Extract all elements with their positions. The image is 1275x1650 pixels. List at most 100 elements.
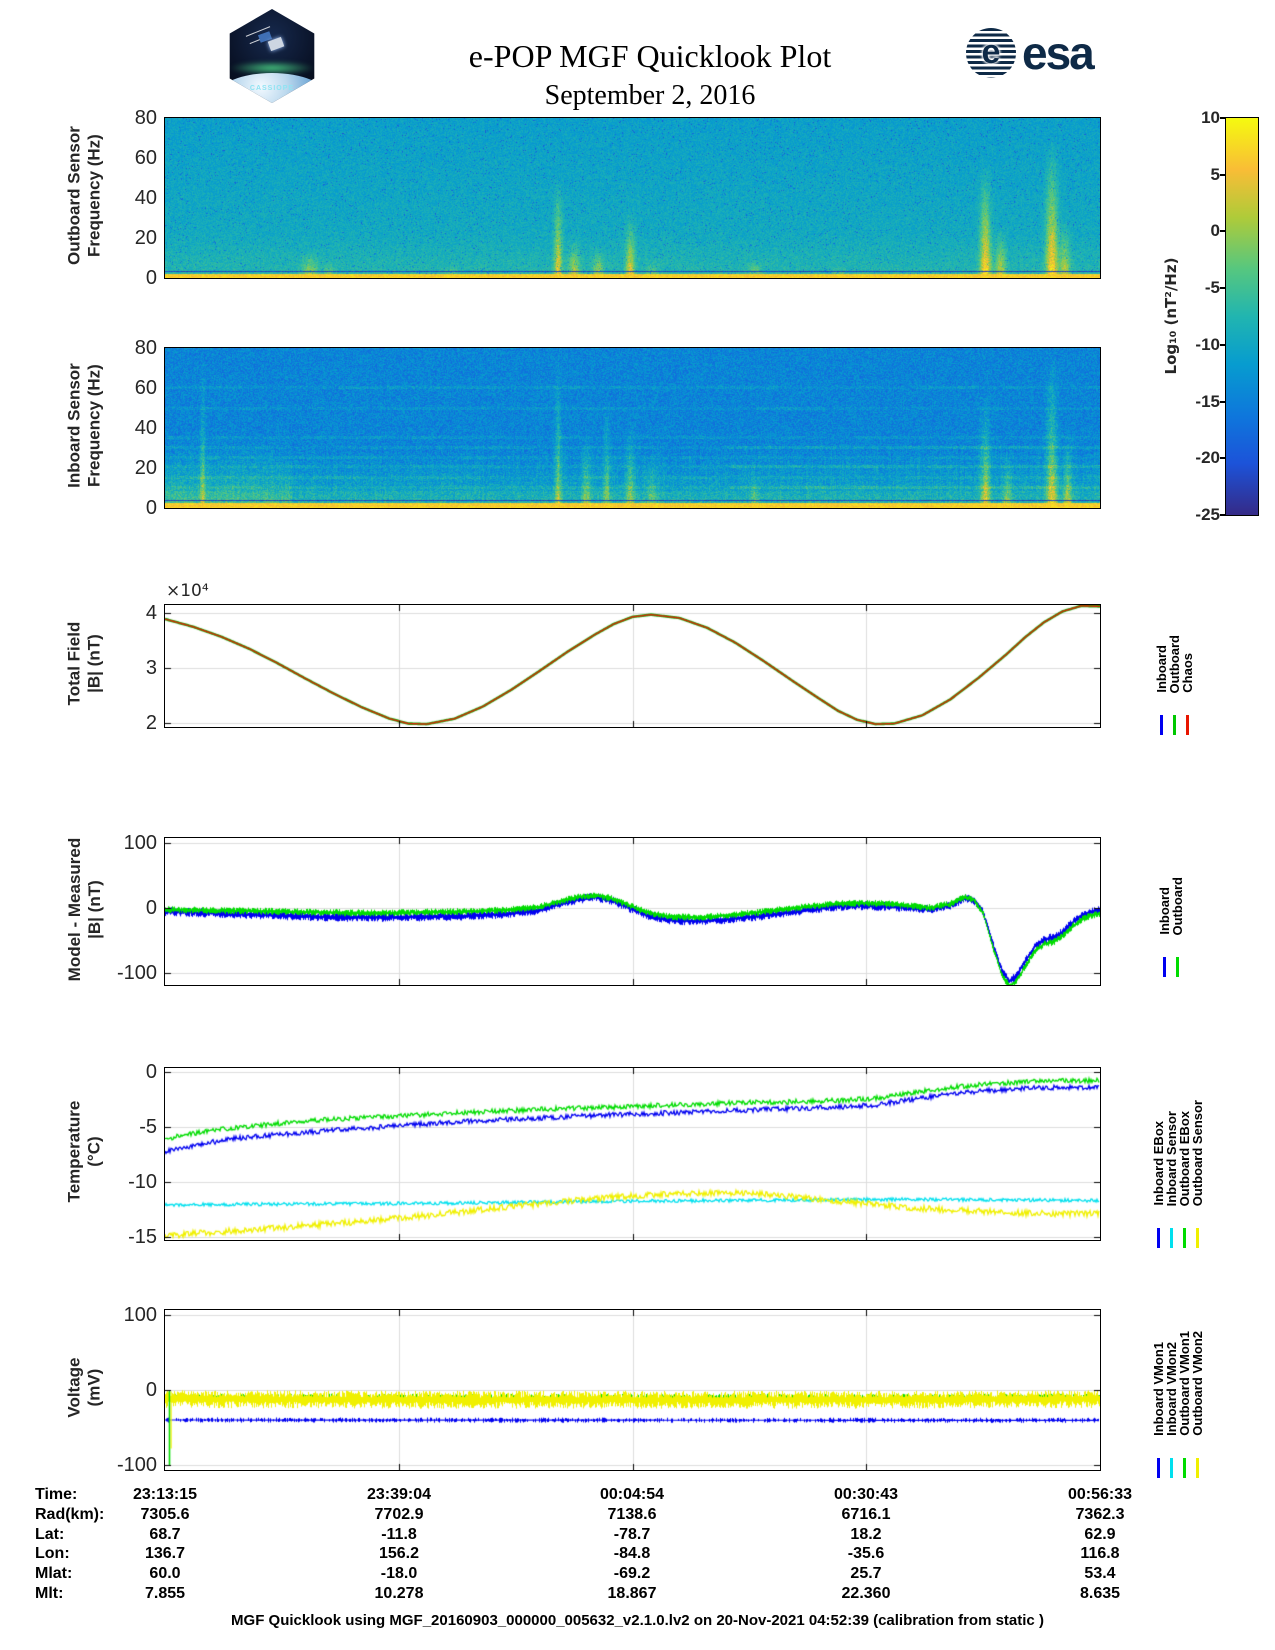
table-cell: -35.6 <box>847 1545 885 1563</box>
table-cell: 00:04:54 <box>599 1486 665 1503</box>
table-cell: 62.9 <box>1084 1525 1116 1543</box>
table-cell: 10.278 <box>374 1585 424 1602</box>
legend: Inboard VMon1 Inboard VMon2 Outboard VMon1… <box>1151 1308 1205 1436</box>
y-tick-label: 0 <box>145 1379 157 1401</box>
table-cell: -69.2 <box>613 1565 651 1583</box>
table-cell: 23:39:04 <box>366 1486 432 1503</box>
y-tick-label: 60 <box>134 147 157 169</box>
table-cell: -11.8 <box>381 1525 417 1543</box>
inboard-spectrogram-ylabel: Inboard Sensor Frequency (Hz) <box>64 346 103 506</box>
table-cell: 68.7 <box>149 1525 181 1543</box>
cassiope-logo-label: CASSIOPE <box>249 85 295 92</box>
y-tick-label: 40 <box>134 187 157 209</box>
colorbar-tick-mark <box>1220 173 1226 176</box>
legend: Inboard Outboard <box>1157 807 1185 936</box>
table-cell: 53.4 <box>1084 1565 1116 1583</box>
table-cell: 7138.6 <box>607 1505 657 1523</box>
inboard-spectrogram-plot <box>164 347 1101 509</box>
table-cell: 7702.9 <box>374 1505 424 1523</box>
y-tick-label: -5 <box>139 1115 157 1138</box>
ylabel-line1: Inboard Sensor <box>64 363 84 488</box>
legend-line-sample <box>1173 715 1176 735</box>
colorbar-tick-mark <box>1220 117 1226 119</box>
table-cell: 22.360 <box>841 1585 891 1602</box>
ylabel-line1: Model - Measured <box>64 837 84 981</box>
legend-line-sample <box>1157 1458 1160 1478</box>
footer-caption: MGF Quicklook using MGF_20160903_000000_… <box>231 1612 1044 1629</box>
colorbar-tick-label: -5 <box>1204 278 1220 298</box>
temperature-ylabel: Temperature (°C) <box>64 1066 103 1238</box>
colorbar-tick-label: 10 <box>1201 108 1220 127</box>
page-subtitle: September 2, 2016 <box>544 80 756 111</box>
colorbar-tick-label: -25 <box>1195 505 1220 524</box>
y-tick-label: 0 <box>145 267 157 289</box>
table-cell: -78.7 <box>613 1525 651 1543</box>
table-cell: -84.8 <box>613 1545 651 1563</box>
y-tick-label: 80 <box>134 337 157 359</box>
legend-line-sample <box>1183 1458 1186 1478</box>
voltage-plot <box>164 1309 1101 1471</box>
y-tick-label: 3 <box>145 657 157 679</box>
legend-line-sample <box>1176 957 1179 977</box>
y-tick-label: 0 <box>145 497 157 519</box>
table-cell: -18.0 <box>380 1565 418 1583</box>
y-tick-label: 20 <box>134 227 157 249</box>
table-row-label: Mlat: <box>35 1565 73 1583</box>
table-cell: 7305.6 <box>140 1505 190 1523</box>
legend-line-sample <box>1160 715 1163 735</box>
table-cell: 23:13:15 <box>132 1486 198 1503</box>
y-tick-label: 4 <box>145 602 157 624</box>
table-cell: 00:56:33 <box>1067 1486 1133 1503</box>
y-tick-label: 2 <box>145 712 157 734</box>
total-field-ylabel: Total Field |B| (nT) <box>64 603 103 725</box>
model-measured-plot <box>164 837 1101 986</box>
y-tick-label: 100 <box>123 1304 157 1327</box>
colorbar-tick-label: -15 <box>1195 391 1220 411</box>
y-tick-label: -15 <box>128 1225 157 1248</box>
ylabel-line2: |B| (nT) <box>84 879 103 939</box>
axis-scale-factor: ×10⁴ <box>166 581 209 601</box>
y-tick-label: -10 <box>128 1170 157 1193</box>
y-tick-label: 40 <box>134 417 157 439</box>
legend-line-sample <box>1196 1228 1199 1248</box>
outboard-spectrogram-plot <box>164 117 1101 279</box>
legend-line-sample <box>1170 1228 1173 1248</box>
table-cell: 7362.3 <box>1075 1505 1125 1523</box>
table-cell: 116.8 <box>1080 1545 1120 1563</box>
table-row-label: Mlt: <box>35 1585 64 1602</box>
table-cell: 7.855 <box>144 1585 186 1602</box>
legend-line-sample <box>1157 1228 1160 1248</box>
temperature-plot <box>164 1067 1101 1241</box>
ylabel-line2: |B| (nT) <box>84 634 103 693</box>
legend: Inboard Outboard Chaos <box>1154 565 1195 694</box>
colorbar-tick-mark <box>1220 230 1226 233</box>
colorbar-tick-label: 0 <box>1210 221 1220 241</box>
table-cell: 136.7 <box>144 1545 186 1563</box>
esa-globe-letter: e <box>981 33 1001 71</box>
colorbar-tick-label: -10 <box>1195 334 1220 354</box>
legend-label: Chaos <box>1180 653 1195 693</box>
legend-line-sample <box>1196 1458 1199 1478</box>
legend-line-sample <box>1163 957 1166 977</box>
legend-label: Outboard VMon2 <box>1190 1331 1205 1436</box>
y-tick-label: 0 <box>145 897 157 920</box>
y-tick-label: 20 <box>134 457 157 479</box>
table-cell: 60.0 <box>149 1565 181 1583</box>
total-field-plot <box>164 604 1101 728</box>
table-row-label: Lon: <box>35 1545 70 1563</box>
colorbar-tick-mark <box>1220 287 1226 290</box>
y-tick-label: 80 <box>134 107 157 129</box>
y-tick-label: -100 <box>116 1453 157 1476</box>
esa-logo-text: esa <box>1022 27 1095 79</box>
ylabel-line1: Temperature <box>64 1100 84 1203</box>
outboard-spectrogram-ylabel: Outboard Sensor Frequency (Hz) <box>64 116 103 276</box>
ylabel-line2: Frequency (Hz) <box>84 134 103 257</box>
ylabel-line1: Total Field <box>64 621 84 706</box>
page-title: e-POP MGF Quicklook Plot <box>468 38 832 74</box>
aurora-glow <box>229 61 315 75</box>
colorbar-tick-label: 5 <box>1210 164 1220 184</box>
colorbar-label: Log₁₀ (nT²/Hz) <box>1162 257 1180 374</box>
legend-label: Outboard <box>1170 876 1185 936</box>
spectrogram-colorbar <box>1225 117 1259 516</box>
